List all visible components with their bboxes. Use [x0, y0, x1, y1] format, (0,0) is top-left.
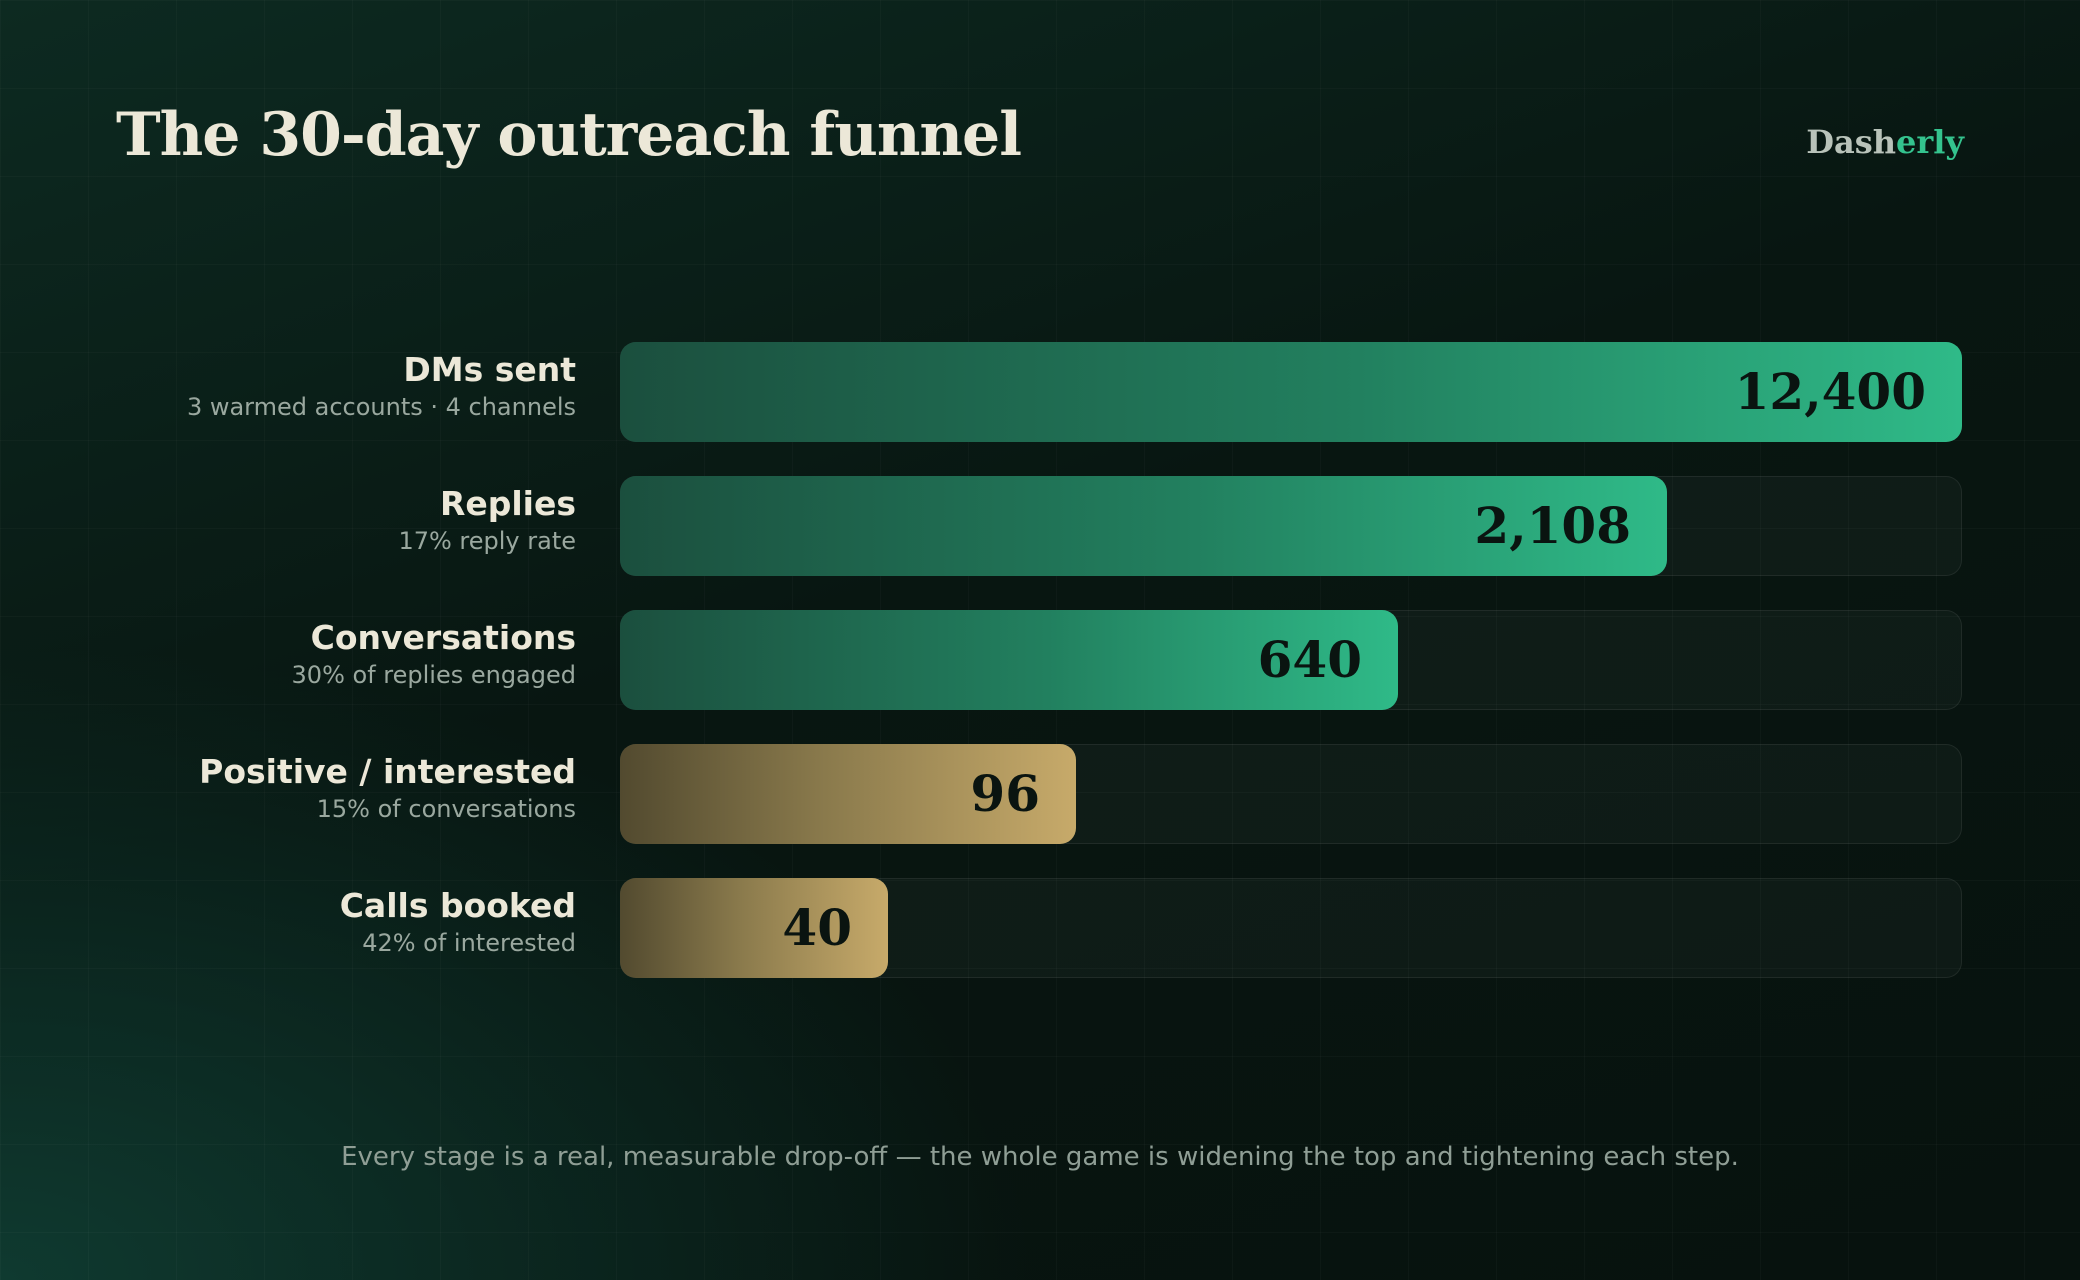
- bar-1: 12,400: [620, 342, 1962, 442]
- stage-name: Conversations: [310, 618, 576, 657]
- stage-label: Calls booked 42% of interested: [340, 886, 576, 960]
- stage-subtitle: 17% reply rate: [398, 527, 576, 555]
- stage-label: DMs sent 3 warmed accounts · 4 channels: [187, 350, 576, 424]
- stage-label: Positive / interested 15% of conversation…: [199, 752, 576, 826]
- bar-2: 2,108: [620, 476, 1667, 576]
- bar-value-label: 2,108: [1474, 496, 1631, 555]
- brand-logo-part1: Dash: [1806, 123, 1897, 161]
- bar-value-label: 640: [1257, 630, 1362, 689]
- brand-logo-part2: erly: [1896, 123, 1964, 161]
- stage-label: Conversations 30% of replies engaged: [292, 618, 576, 692]
- stage-subtitle: 42% of interested: [362, 929, 576, 957]
- bar-value-label: 12,400: [1734, 362, 1926, 421]
- stage-subtitle: 30% of replies engaged: [291, 661, 576, 689]
- stage-subtitle: 15% of conversations: [316, 795, 576, 823]
- brand-logo: Dasherly: [1806, 123, 1964, 161]
- bar-3: 640: [620, 610, 1398, 710]
- stage-name: Calls booked: [339, 886, 576, 925]
- stage-name: Replies: [439, 484, 576, 523]
- stage-subtitle: 3 warmed accounts · 4 channels: [186, 393, 576, 421]
- bar-4: 96: [620, 744, 1076, 844]
- stage-label: Replies 17% reply rate: [398, 484, 576, 558]
- bar-value-label: 96: [970, 764, 1040, 823]
- stage-name: DMs sent: [403, 350, 576, 389]
- stage-name: Positive / interested: [199, 752, 576, 791]
- bar-5: 40: [620, 878, 888, 978]
- footer-caption: Every stage is a real, measurable drop-o…: [341, 1142, 1739, 1172]
- page-title: The 30-day outreach funnel: [116, 100, 1022, 170]
- bar-value-label: 40: [782, 898, 852, 957]
